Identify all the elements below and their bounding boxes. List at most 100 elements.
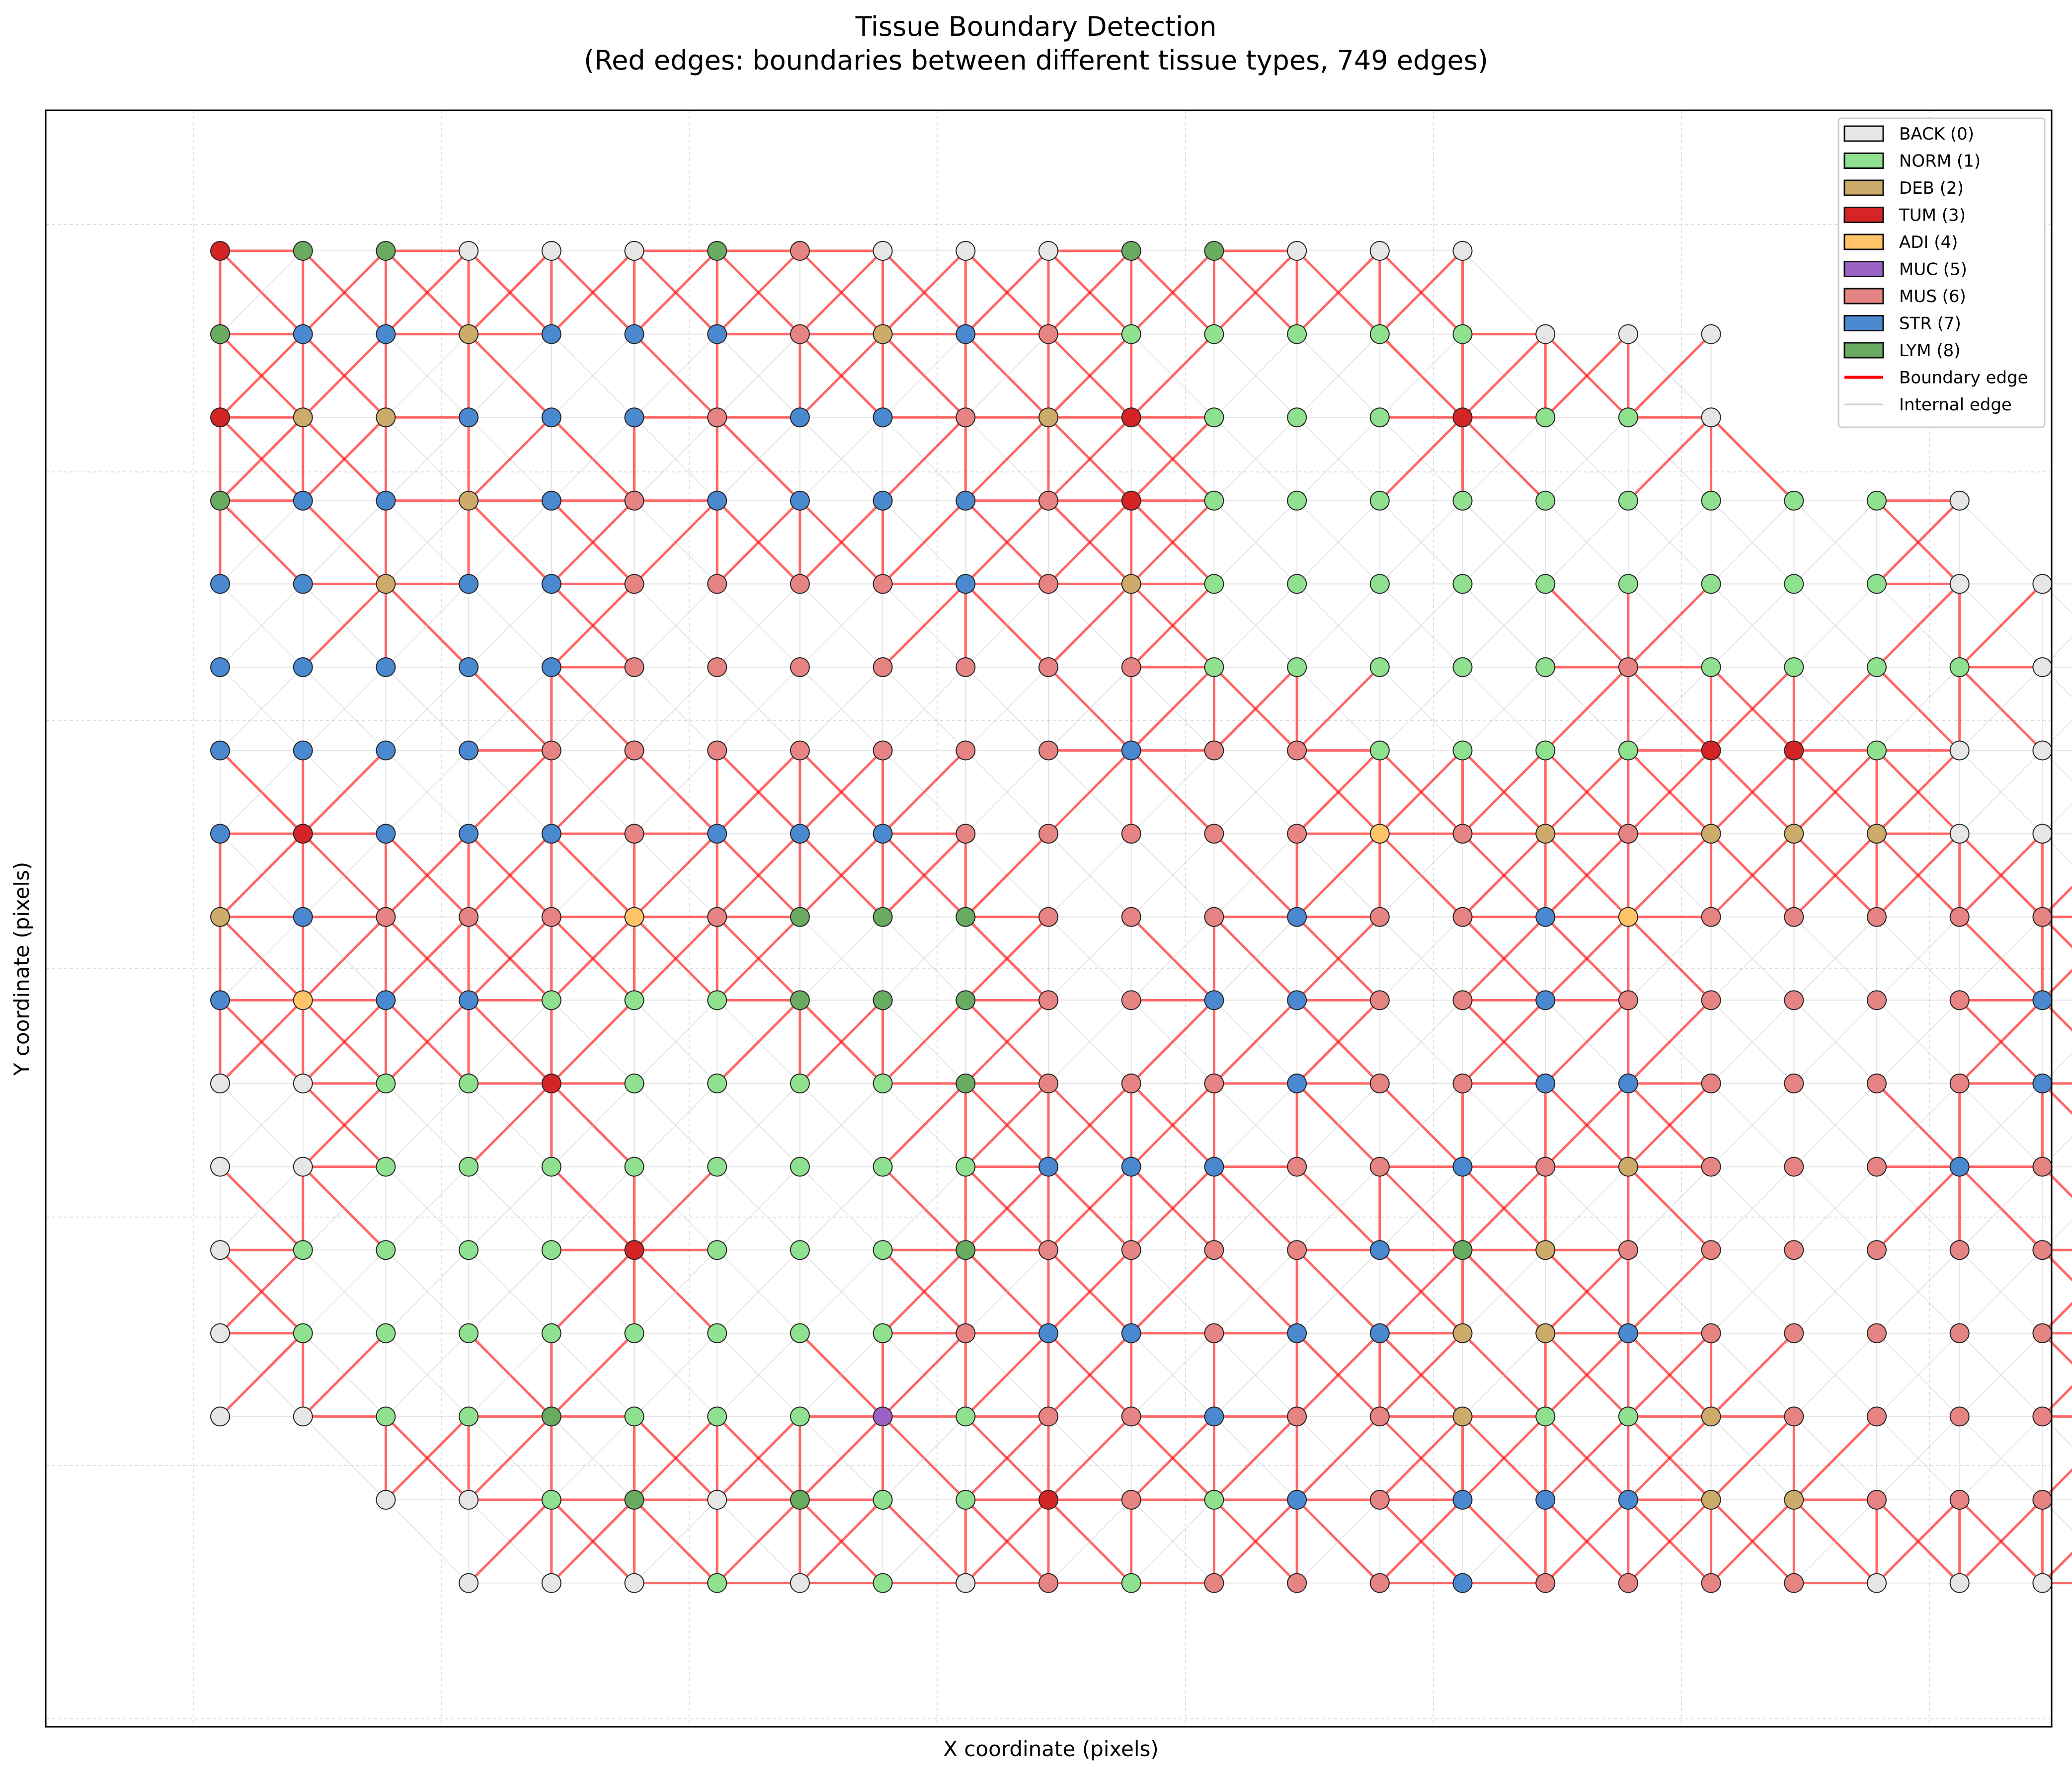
plot-frame xyxy=(45,109,2053,1728)
tissue-node xyxy=(956,490,976,511)
tissue-node xyxy=(1121,1490,1141,1510)
tissue-node xyxy=(1287,1573,1307,1593)
tissue-node xyxy=(1038,1406,1058,1427)
tissue-node xyxy=(1535,740,1556,761)
boundary-edge xyxy=(1296,1415,1381,1501)
tissue-node xyxy=(1204,824,1224,844)
internal-edge xyxy=(1628,917,1712,1001)
tissue-node xyxy=(376,1156,396,1177)
boundary-edge xyxy=(1958,1499,2044,1584)
internal-edge xyxy=(302,1249,387,1334)
tissue-node xyxy=(1618,990,1638,1010)
internal-edge xyxy=(882,667,966,751)
internal-edge xyxy=(1048,1000,1132,1084)
tissue-node xyxy=(459,1490,479,1510)
internal-edge xyxy=(1876,1416,1960,1500)
tissue-node xyxy=(210,657,230,677)
tissue-node xyxy=(624,1323,644,1343)
tissue-node xyxy=(1618,657,1638,677)
tissue-node xyxy=(1535,1240,1556,1260)
tissue-node xyxy=(1452,1240,1473,1260)
boundary-edge xyxy=(881,1082,967,1168)
tissue-node xyxy=(1369,1490,1390,1510)
internal-edge xyxy=(1048,1499,1132,1584)
tissue-node xyxy=(707,657,727,677)
internal-edge xyxy=(385,583,469,668)
tissue-node xyxy=(1038,657,1058,677)
internal-edge xyxy=(385,1249,469,1334)
tissue-node xyxy=(790,740,810,761)
tissue-node xyxy=(1038,490,1058,511)
internal-edge xyxy=(2042,1053,2072,1084)
boundary-edge xyxy=(302,1332,387,1418)
tissue-node xyxy=(1287,990,1307,1010)
tissue-node xyxy=(790,1074,810,1093)
legend-label: STR (7) xyxy=(1899,314,1961,334)
internal-edge xyxy=(1379,333,1463,418)
tissue-node xyxy=(459,657,479,677)
tissue-node xyxy=(1452,1490,1473,1510)
boundary-edge xyxy=(964,416,1049,502)
internal-edge xyxy=(220,917,304,1001)
tissue-node xyxy=(376,907,396,927)
boundary-edge xyxy=(1047,416,1132,502)
tissue-node xyxy=(293,1240,313,1260)
tissue-node xyxy=(210,407,230,428)
boundary-edge xyxy=(1710,1415,1795,1501)
tissue-node xyxy=(956,1573,976,1593)
internal-edge xyxy=(1959,1249,2043,1334)
tissue-node xyxy=(1867,824,1887,844)
tissue-node xyxy=(1204,241,1224,261)
tissue-node xyxy=(541,1490,561,1510)
boundary-edge xyxy=(2041,1302,2072,1334)
boundary-edge xyxy=(1130,416,1215,502)
tissue-node xyxy=(1784,990,1804,1010)
boundary-edge xyxy=(1544,916,1629,1002)
boundary-edge xyxy=(385,999,470,1084)
internal-edge xyxy=(1876,1083,1960,1167)
boundary-edge xyxy=(1047,1415,1132,1501)
tissue-node xyxy=(1038,824,1058,844)
boundary-edge xyxy=(551,583,636,668)
legend-label: Internal edge xyxy=(1899,395,2012,415)
tissue-node xyxy=(1452,407,1473,428)
tissue-node xyxy=(707,1490,727,1510)
tissue-node xyxy=(1287,824,1307,844)
internal-edge xyxy=(1462,583,1546,668)
tissue-node xyxy=(459,1074,479,1093)
internal-edge xyxy=(717,1249,800,1334)
boundary-edge xyxy=(881,1332,967,1418)
tissue-node xyxy=(1701,1074,1721,1093)
boundary-edge xyxy=(385,833,470,918)
tissue-node xyxy=(1452,824,1473,844)
internal-edge xyxy=(551,833,635,918)
tissue-node xyxy=(376,824,396,844)
tissue-node xyxy=(707,574,727,594)
internal-edge xyxy=(385,500,469,585)
boundary-edge xyxy=(1130,1249,1215,1334)
internal-edge xyxy=(1959,667,2043,751)
boundary-edge xyxy=(1876,749,1961,835)
tissue-node xyxy=(459,1240,479,1260)
tissue-node xyxy=(624,241,644,261)
internal-edge xyxy=(1296,500,1380,585)
internal-edge xyxy=(1959,917,2043,1001)
tissue-node xyxy=(707,824,727,844)
boundary-edge xyxy=(1876,500,1961,585)
internal-edge xyxy=(1296,583,1380,668)
tissue-node xyxy=(1369,1156,1390,1177)
internal-edge xyxy=(1213,750,1297,834)
boundary-edge xyxy=(633,1165,718,1251)
tissue-node xyxy=(873,990,893,1010)
boundary-edge xyxy=(302,583,387,668)
boundary-edge xyxy=(1461,833,1546,918)
boundary-edge xyxy=(302,916,387,1002)
edge-layer xyxy=(219,249,2072,1585)
tissue-node xyxy=(1287,407,1307,428)
tissue-node xyxy=(1784,574,1804,594)
tissue-node xyxy=(2032,657,2053,677)
internal-edge xyxy=(468,1249,552,1334)
tissue-node xyxy=(376,1406,396,1427)
boundary-edge xyxy=(551,1332,636,1418)
tissue-node xyxy=(1701,740,1721,761)
